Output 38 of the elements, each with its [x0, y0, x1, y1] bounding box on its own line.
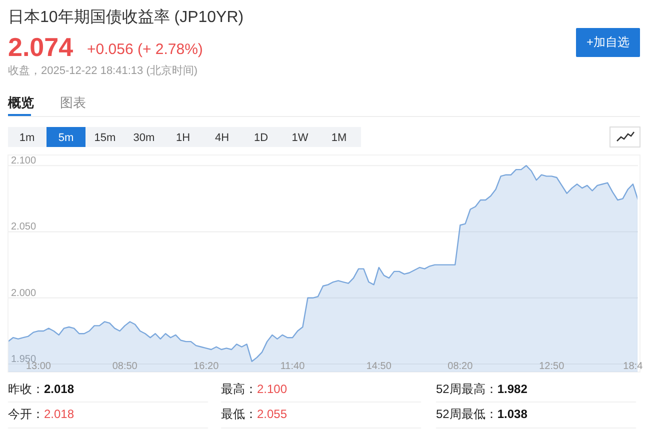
ytick: 2.100 — [11, 156, 36, 167]
annotation: 1m — [19, 132, 35, 144]
annotation: 2.100 — [257, 382, 288, 396]
ytick: 2.050 — [11, 222, 36, 233]
annotation: 1W — [292, 132, 308, 144]
annotation: 1M — [331, 132, 347, 144]
xtick: 11:40 — [280, 361, 305, 372]
xtick: 16:20 — [194, 361, 219, 372]
annotation: 1H — [176, 132, 190, 144]
annotation: 2.074 — [8, 32, 74, 62]
annotation: 52周最低： — [436, 407, 498, 421]
annotation: 2.055 — [257, 407, 288, 421]
xtick: 08:20 — [448, 361, 473, 372]
xtick: 14:50 — [366, 361, 392, 372]
annotation: 收盘，2025-12-22 18:41:13 (北京时间) — [8, 65, 198, 77]
annotation: 2.018 — [44, 382, 74, 396]
annotation: 概览 — [8, 95, 34, 110]
annotation: 4H — [214, 132, 230, 144]
annotation: 2.018 — [44, 407, 74, 421]
xtick: 12:50 — [539, 361, 564, 372]
annotation: 1.982 — [497, 382, 528, 396]
annotation: 1.038 — [497, 407, 528, 421]
annotation: 昨收： — [8, 382, 44, 396]
annotation: 今开： — [8, 407, 44, 421]
annotation: 1D — [254, 132, 268, 144]
annotation: 30m — [133, 132, 155, 144]
ytick: 2.000 — [11, 288, 36, 299]
xtick: 08:50 — [112, 361, 138, 372]
xtick: 18:4 — [623, 361, 643, 372]
annotation: +0.056 (+ 2.78%) — [87, 41, 203, 58]
annotation: 最高： — [221, 382, 257, 396]
annotation: 52周最高： — [436, 382, 498, 396]
title: 日本10年期国债收益率 (JP10YR) — [8, 9, 244, 26]
annotation: 图表 — [60, 95, 86, 110]
annotation: 最低： — [221, 407, 257, 421]
annotation: 15m — [94, 132, 116, 144]
annotation: +加自选 — [586, 35, 630, 49]
annotation: 5m — [58, 132, 74, 144]
